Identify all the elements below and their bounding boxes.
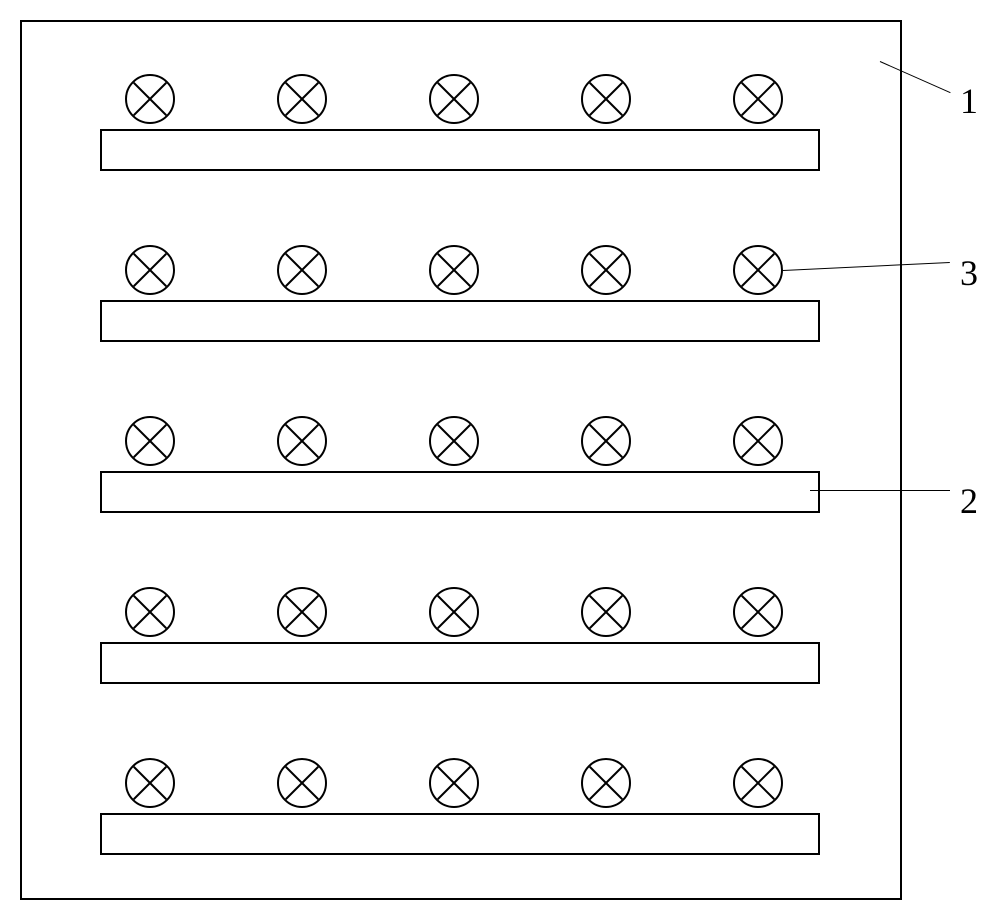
cross-circle-symbol: [125, 587, 175, 637]
cross-circle-symbol: [429, 74, 479, 124]
callout-label-1: 1: [960, 80, 978, 122]
cross-circle-symbol: [581, 74, 631, 124]
cross-circle-symbol: [429, 587, 479, 637]
cross-circle-symbol: [125, 758, 175, 808]
cross-circle-symbol: [581, 758, 631, 808]
cross-circle-symbol: [581, 587, 631, 637]
cross-circle-symbol: [125, 245, 175, 295]
cross-circle-symbol: [429, 758, 479, 808]
shelf-bar: [100, 813, 820, 855]
shelf-bar: [100, 129, 820, 171]
cross-circle-symbol: [733, 245, 783, 295]
cross-circle-symbol: [733, 758, 783, 808]
cross-circle-symbol: [277, 245, 327, 295]
cross-circle-symbol: [429, 416, 479, 466]
cross-circle-symbol: [277, 416, 327, 466]
cross-circle-symbol: [125, 416, 175, 466]
cross-circle-symbol: [277, 587, 327, 637]
shelf-bar: [100, 642, 820, 684]
shelf-bar: [100, 300, 820, 342]
shelf-bar: [100, 471, 820, 513]
callout-label-2: 2: [960, 480, 978, 522]
leader-line: [810, 490, 950, 491]
cross-circle-symbol: [277, 74, 327, 124]
cross-circle-symbol: [429, 245, 479, 295]
cross-circle-symbol: [733, 587, 783, 637]
cross-circle-symbol: [581, 245, 631, 295]
cross-circle-symbol: [277, 758, 327, 808]
cross-circle-symbol: [125, 74, 175, 124]
cross-circle-symbol: [581, 416, 631, 466]
callout-label-3: 3: [960, 252, 978, 294]
cross-circle-symbol: [733, 74, 783, 124]
cross-circle-symbol: [733, 416, 783, 466]
